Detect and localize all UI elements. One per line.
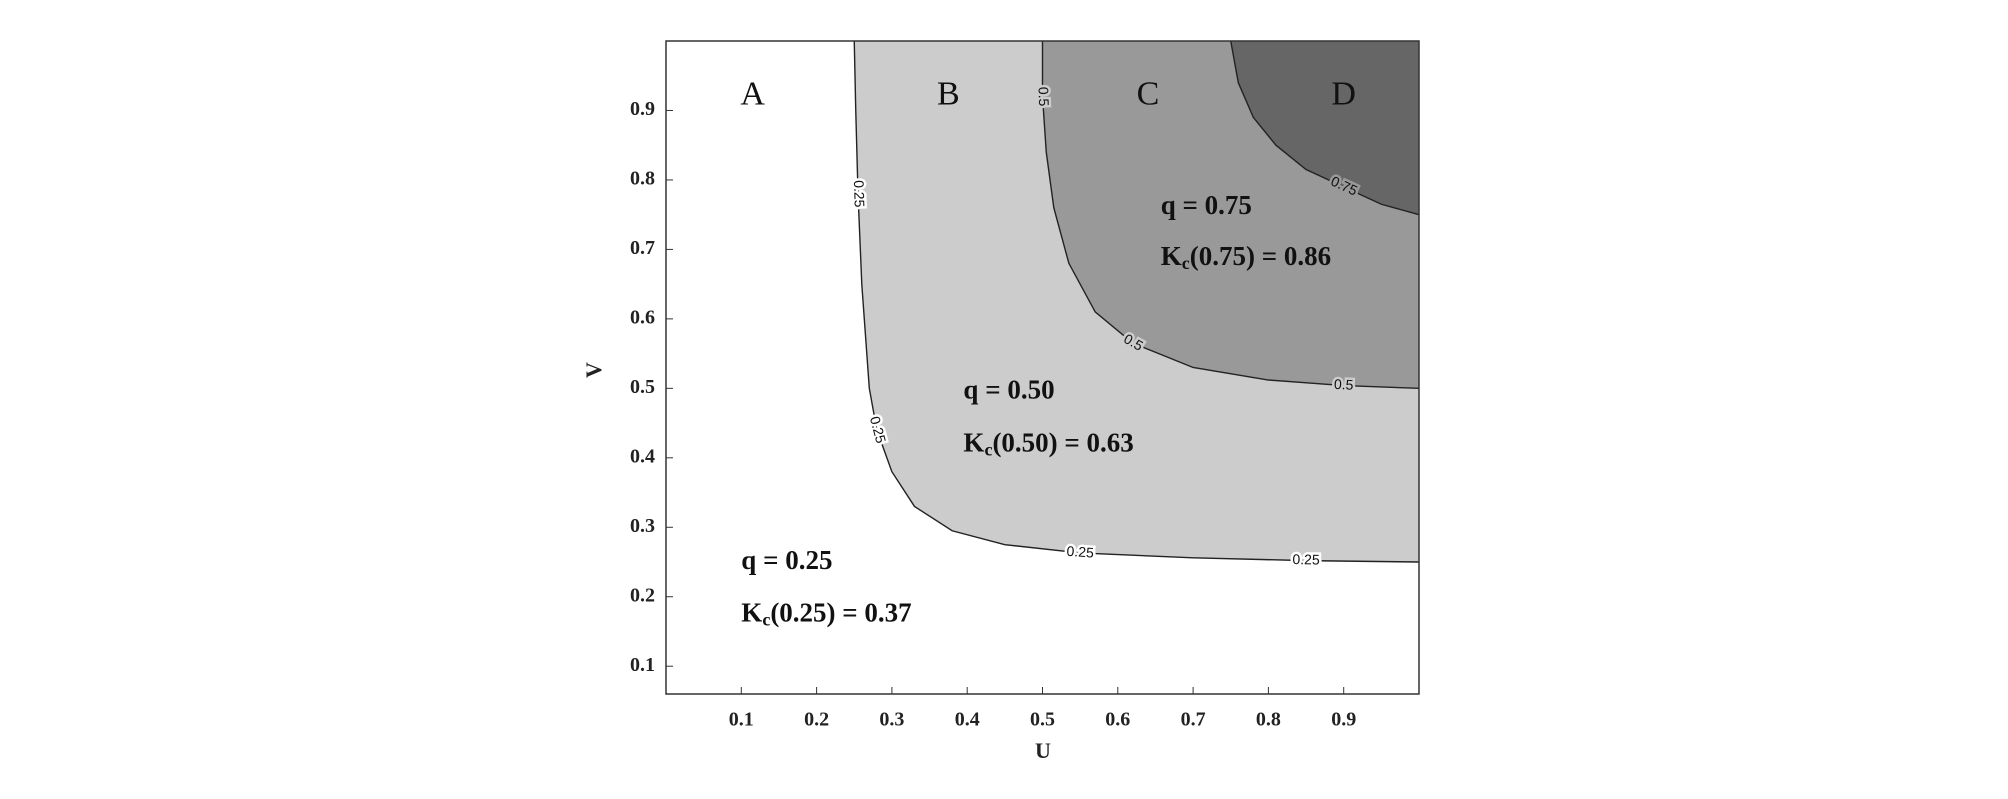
region-letter: A [740,75,765,112]
y-tick-label: 0.9 [630,98,655,120]
x-tick-label: 0.3 [879,709,904,731]
x-axis-label: U [1035,738,1051,763]
x-tick-label: 0.2 [804,709,829,731]
x-tick-label: 0.9 [1331,709,1356,731]
note-k: Kc(0.75) = 0.86 [1161,241,1331,273]
contour-label: 0.5 [1334,376,1355,393]
x-tick-label: 0.5 [1030,709,1055,731]
region-letter: C [1137,75,1160,112]
x-tick-label: 0.8 [1256,709,1281,731]
y-tick-label: 0.6 [630,306,655,328]
region-fill [1230,41,1419,215]
note-q: q = 0.50 [963,375,1054,405]
y-tick-label: 0.1 [630,654,655,676]
note-k: Kc(0.25) = 0.37 [741,598,911,630]
note-k-sub: c [762,610,770,630]
note-k: Kc(0.50) = 0.63 [963,428,1133,460]
note-k-main: K [963,428,984,458]
y-tick-label: 0.3 [630,515,655,537]
note-q: q = 0.25 [741,545,832,575]
note-k-rest: (0.75) = 0.86 [1190,241,1331,271]
contour-line [1230,40,1420,216]
y-tick-label: 0.7 [630,237,655,259]
contour-label: 0.25 [1066,543,1095,561]
x-tick-label: 0.6 [1105,709,1130,731]
y-tick-label: 0.5 [630,376,655,398]
note-k-main: K [741,598,762,628]
contour-line [1041,41,1420,390]
region-letter: B [937,75,960,112]
y-tick-label: 0.2 [630,584,655,606]
note-q: q = 0.75 [1161,190,1252,220]
contour-line [853,40,1420,563]
note-k-main: K [1161,241,1182,271]
note-k-sub: c [1182,253,1190,273]
x-tick-label: 0.4 [955,709,980,731]
region-letter: D [1331,75,1356,112]
note-k-rest: (0.25) = 0.37 [770,598,911,628]
x-tick-label: 0.7 [1181,709,1206,731]
contour-label: 0.25 [851,180,868,208]
y-axis-label: V [581,362,606,378]
y-tick-label: 0.4 [630,445,655,467]
contour-label: 0.25 [1292,551,1320,568]
note-k-rest: (0.50) = 0.63 [992,428,1133,458]
y-tick-label: 0.8 [630,168,655,190]
x-tick-label: 0.1 [729,709,754,731]
note-k-sub: c [984,439,992,459]
contour-label: 0.5 [1035,87,1052,107]
